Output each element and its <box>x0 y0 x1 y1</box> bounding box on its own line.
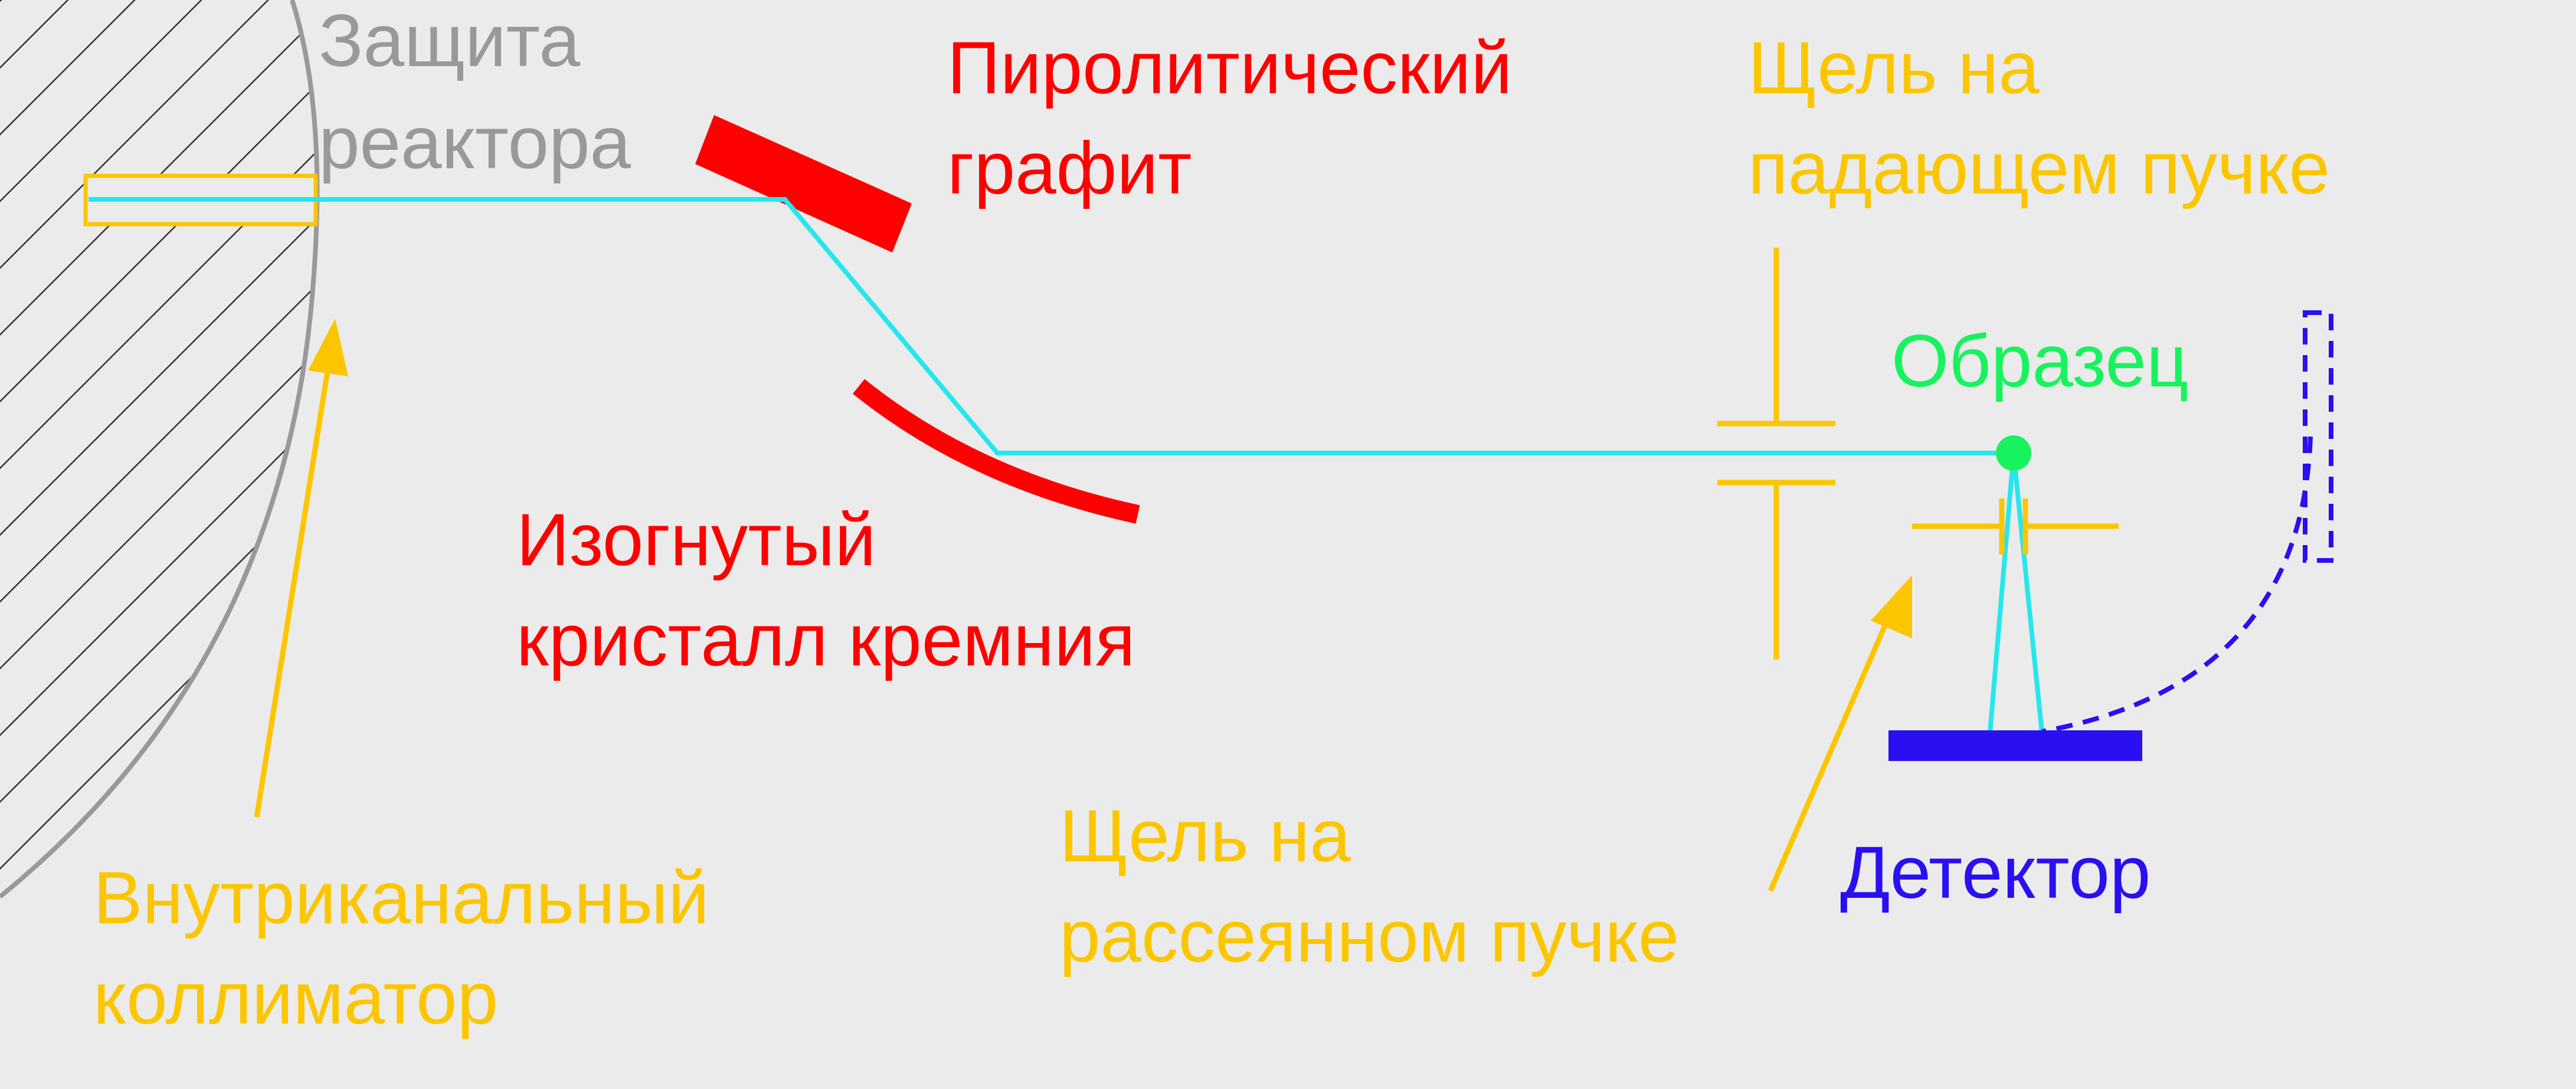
incident-beam-slit <box>1717 248 1835 660</box>
bent-silicon-crystal <box>852 379 1140 524</box>
detector <box>1888 730 2142 761</box>
sample <box>1996 435 2031 471</box>
pyrolytic-graphite <box>695 115 912 252</box>
detector-label: Детектор <box>1840 832 2151 914</box>
collimator-label: Внутриканальный коллиматор <box>93 857 730 1039</box>
scattered-slit-label: Щель на рассеянном пучке <box>1059 795 1679 978</box>
sample-label: Образец <box>1891 320 2188 402</box>
shield-label: Защита реактора <box>319 0 631 184</box>
scattered-slit-arrow <box>1767 575 1912 892</box>
scattered-beam-slit <box>1912 498 2119 555</box>
collimator-arrow <box>254 319 348 818</box>
detector-alt-position <box>2041 310 2333 734</box>
incident-slit-label: Щель на падающем пучке <box>1748 27 2330 209</box>
graphite-label: Пиролитический графит <box>947 27 1533 209</box>
crystal-label: Изогнутый кристалл кремния <box>516 499 1135 681</box>
